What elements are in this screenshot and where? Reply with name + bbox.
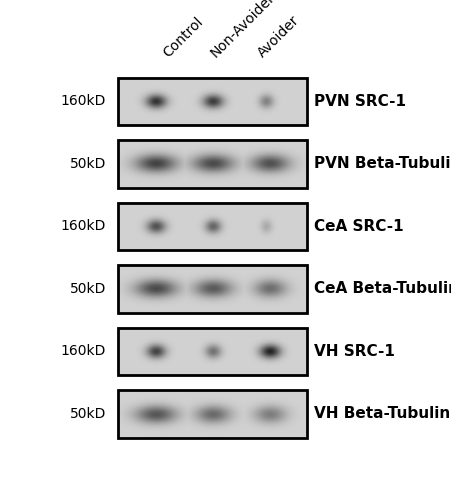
Text: CeA Beta-Tubulin: CeA Beta-Tubulin [313,281,451,296]
Text: VH Beta-Tubulin: VH Beta-Tubulin [313,406,449,421]
Text: CeA SRC-1: CeA SRC-1 [313,219,403,234]
Text: Avoider: Avoider [255,13,302,60]
Bar [117,328,307,375]
Bar [117,202,307,250]
Bar [117,265,307,312]
Text: 50kD: 50kD [70,407,106,421]
Text: Non-Avoider: Non-Avoider [207,0,277,60]
Text: 160kD: 160kD [61,219,106,233]
Text: PVN Beta-Tubulin: PVN Beta-Tubulin [313,156,451,171]
Bar [117,390,307,438]
Text: 160kD: 160kD [61,344,106,358]
Text: 50kD: 50kD [70,282,106,296]
Bar [117,78,307,125]
Text: PVN SRC-1: PVN SRC-1 [313,94,405,109]
Text: 160kD: 160kD [61,94,106,108]
Bar [117,140,307,188]
Text: Control: Control [160,14,206,60]
Text: 50kD: 50kD [70,157,106,171]
Text: VH SRC-1: VH SRC-1 [313,344,394,359]
